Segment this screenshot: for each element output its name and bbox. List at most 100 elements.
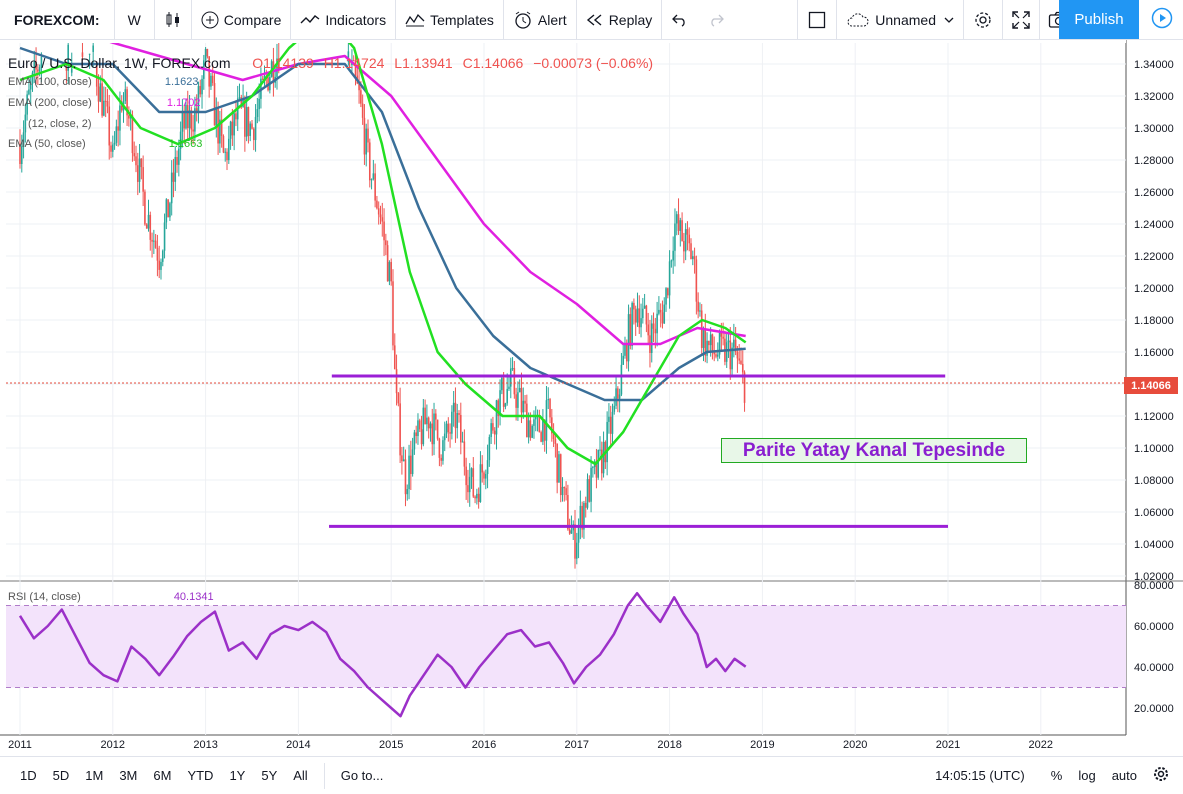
candle-body: [172, 172, 175, 182]
candle-body: [181, 112, 184, 132]
candle-body: [426, 417, 428, 425]
candle-body: [365, 128, 368, 155]
candle-body: [28, 89, 30, 95]
candle-body: [509, 368, 512, 387]
candle-body: [686, 229, 689, 235]
percent-toggle[interactable]: %: [1050, 768, 1063, 783]
candle-body: [681, 220, 683, 242]
candle-body: [392, 281, 394, 346]
range-button-1m[interactable]: 1M: [85, 768, 104, 783]
divider: [962, 0, 964, 40]
chart-style-button[interactable]: [155, 0, 191, 40]
candle-body: [551, 417, 553, 434]
undo-button[interactable]: [662, 0, 698, 40]
auto-toggle[interactable]: auto: [1111, 768, 1137, 783]
layout-menu-button[interactable]: Unnamed: [837, 0, 963, 40]
play-button[interactable]: [1140, 0, 1183, 39]
candle-body: [718, 332, 721, 355]
candle-body: [431, 423, 434, 445]
candle-body: [99, 83, 102, 102]
plus-circle-icon: [201, 11, 219, 29]
candle-body: [104, 100, 107, 102]
indicators-button[interactable]: Indicators: [291, 0, 395, 40]
fullscreen-layout-button[interactable]: [798, 0, 836, 40]
replay-button[interactable]: Replay: [577, 0, 662, 40]
candle-body: [347, 51, 350, 62]
indicator3-legend[interactable]: (12, close, 2): [8, 118, 92, 130]
ema200-line[interactable]: [20, 40, 746, 346]
range-button-all[interactable]: All: [293, 768, 308, 783]
settings-button[interactable]: [964, 0, 1002, 40]
candle-body: [667, 288, 669, 296]
fullscreen-button[interactable]: [1003, 0, 1039, 40]
time-axis-label: 2012: [101, 739, 125, 751]
log-toggle[interactable]: log: [1078, 768, 1096, 783]
candle-body: [360, 90, 362, 104]
range-button-3m[interactable]: 3M: [119, 768, 138, 783]
gear-icon[interactable]: [1145, 766, 1183, 785]
gear-icon: [973, 10, 993, 30]
candle-body: [540, 432, 542, 442]
candle-body: [702, 328, 705, 348]
ema100-legend[interactable]: EMA (100, close) 1.1623: [8, 76, 198, 88]
candle-body: [613, 405, 616, 412]
interval-button[interactable]: W: [115, 0, 154, 40]
candle-body: [115, 126, 118, 143]
symbol-search[interactable]: FOREXCOM:: [0, 0, 114, 40]
candle-body: [22, 132, 25, 147]
candle-body: [240, 97, 243, 107]
ema50-legend[interactable]: EMA (50, close) 1.1663: [8, 138, 202, 150]
annotation-label[interactable]: Parite Yatay Kanal Tepesinde: [721, 438, 1027, 463]
ema200-legend[interactable]: EMA (200, close) 1.1702: [8, 97, 200, 109]
templates-button[interactable]: Templates: [396, 0, 503, 40]
divider: [113, 0, 115, 40]
range-button-5d[interactable]: 5D: [52, 768, 70, 783]
candle-body: [656, 313, 658, 334]
candle-body: [135, 156, 137, 166]
candle-body: [37, 69, 39, 72]
range-button-5y[interactable]: 5Y: [261, 768, 278, 783]
candle-body: [627, 314, 630, 362]
candle-body: [515, 394, 517, 408]
price-chart[interactable]: 1.34000 1.32000 1.30000 1.28000 1.26000 1.240…: [0, 40, 1183, 755]
candle-body: [245, 107, 248, 137]
candle-body: [147, 214, 150, 229]
candle-body: [583, 502, 585, 530]
price-axis-label: 1.02000: [1134, 571, 1174, 583]
rsi-line[interactable]: [18, 591, 747, 718]
candle-body: [153, 240, 155, 242]
rsi-legend[interactable]: RSI (14, close) 40.1341: [8, 591, 214, 603]
candle-body: [734, 339, 737, 352]
candle-body: [31, 72, 34, 84]
candle-body: [501, 377, 503, 391]
change-value: −0.00073 (−0.06%): [533, 55, 654, 71]
range-button-1y[interactable]: 1Y: [229, 768, 246, 783]
candle-body: [495, 400, 498, 435]
layout-name: Unnamed: [875, 11, 936, 28]
candle-body: [684, 229, 687, 252]
goto-button[interactable]: Go to...: [340, 768, 384, 783]
alert-button[interactable]: Alert: [504, 0, 576, 40]
candle-body: [106, 101, 109, 107]
candle-body: [481, 464, 484, 473]
candle-body: [33, 61, 36, 73]
candle-body: [65, 67, 68, 71]
range-button-1d[interactable]: 1D: [20, 768, 37, 783]
candle-body: [206, 48, 209, 57]
candle-body: [238, 97, 241, 99]
candle-body: [386, 245, 389, 282]
range-button-6m[interactable]: 6M: [153, 768, 172, 783]
candle-body: [163, 222, 166, 251]
range-button-ytd[interactable]: YTD: [187, 768, 214, 783]
candle-body: [736, 351, 739, 359]
compare-button[interactable]: Compare: [192, 0, 291, 40]
candle-body: [454, 402, 457, 429]
candle-body: [675, 214, 678, 224]
candle-body: [620, 364, 623, 395]
undo-icon: [672, 13, 688, 27]
redo-button[interactable]: [698, 0, 734, 40]
candle-body: [133, 153, 136, 157]
candle-body: [188, 110, 191, 129]
candle-body: [743, 372, 746, 403]
publish-button[interactable]: Publish: [1059, 0, 1139, 39]
